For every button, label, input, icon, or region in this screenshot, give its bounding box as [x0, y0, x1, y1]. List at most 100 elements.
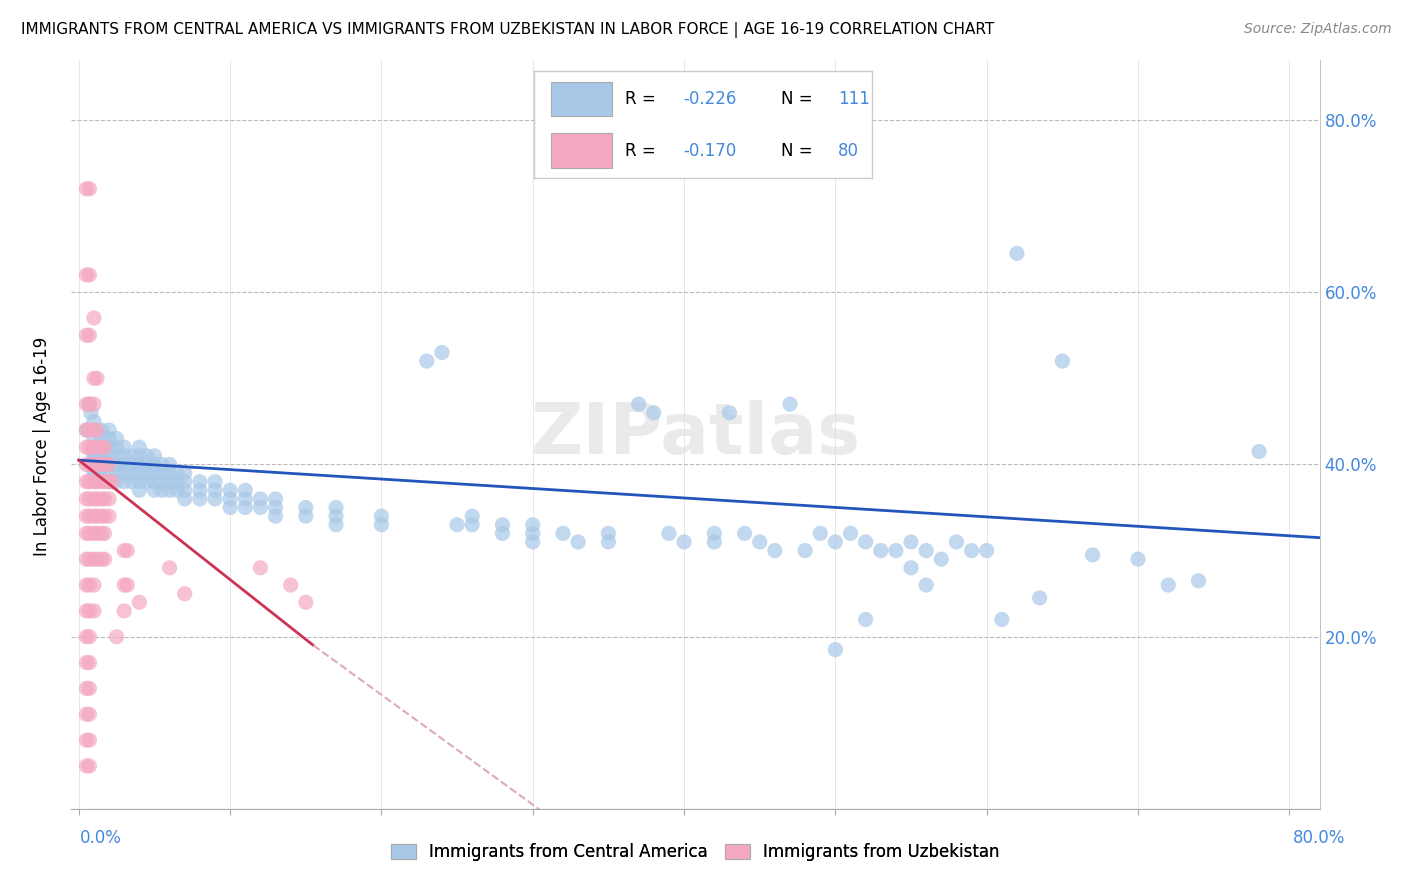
Point — [90, 526, 112, 541]
Point — [83, 578, 105, 592]
Point — [112, 458, 135, 472]
Point — [718, 406, 741, 420]
Point — [839, 526, 862, 541]
Point — [188, 483, 211, 498]
Point — [824, 535, 846, 549]
Point — [98, 466, 121, 480]
Point — [112, 543, 135, 558]
Point — [960, 543, 983, 558]
Point — [98, 458, 121, 472]
Point — [105, 630, 128, 644]
Point — [143, 475, 166, 489]
Point — [915, 578, 938, 592]
Legend: Immigrants from Central America, Immigrants from Uzbekistan: Immigrants from Central America, Immigra… — [384, 837, 1007, 868]
Point — [703, 535, 725, 549]
Point — [75, 707, 97, 722]
Point — [86, 371, 108, 385]
Point — [658, 526, 681, 541]
Point — [112, 440, 135, 454]
Point — [75, 656, 97, 670]
Point — [79, 397, 101, 411]
Point — [159, 458, 181, 472]
Point — [188, 491, 211, 506]
Point — [325, 517, 347, 532]
Point — [90, 552, 112, 566]
Point — [522, 535, 544, 549]
Point — [734, 526, 756, 541]
Point — [86, 475, 108, 489]
Point — [98, 449, 121, 463]
Point — [86, 423, 108, 437]
Point — [79, 182, 101, 196]
Point — [779, 397, 801, 411]
Text: -0.170: -0.170 — [683, 142, 735, 160]
Point — [900, 535, 922, 549]
Point — [90, 509, 112, 524]
Point — [173, 483, 195, 498]
Point — [1081, 548, 1104, 562]
Point — [143, 449, 166, 463]
Point — [991, 613, 1014, 627]
Point — [83, 526, 105, 541]
Point — [83, 440, 105, 454]
Point — [86, 440, 108, 454]
Point — [522, 517, 544, 532]
Point — [75, 423, 97, 437]
Point — [79, 759, 101, 773]
Point — [173, 466, 195, 480]
Point — [233, 500, 256, 515]
Point — [135, 458, 157, 472]
Point — [976, 543, 998, 558]
Point — [264, 509, 287, 524]
Point — [294, 595, 316, 609]
Point — [204, 491, 226, 506]
Point — [90, 440, 112, 454]
Point — [83, 371, 105, 385]
Point — [98, 440, 121, 454]
Point — [75, 182, 97, 196]
Point — [135, 466, 157, 480]
Point — [83, 432, 105, 446]
Point — [159, 466, 181, 480]
Point — [325, 509, 347, 524]
Point — [128, 475, 150, 489]
Point — [128, 449, 150, 463]
Point — [264, 491, 287, 506]
Point — [101, 475, 124, 489]
Point — [105, 449, 128, 463]
Point — [75, 526, 97, 541]
Point — [855, 613, 877, 627]
Point — [90, 449, 112, 463]
Point — [105, 440, 128, 454]
Point — [598, 526, 620, 541]
Point — [173, 475, 195, 489]
Point — [491, 517, 513, 532]
Point — [325, 500, 347, 515]
Point — [75, 458, 97, 472]
Point — [159, 561, 181, 575]
Point — [115, 578, 138, 592]
Point — [121, 449, 143, 463]
Point — [551, 526, 574, 541]
Point — [143, 466, 166, 480]
Point — [121, 475, 143, 489]
Point — [159, 483, 181, 498]
Point — [79, 526, 101, 541]
Point — [93, 458, 115, 472]
Point — [150, 466, 173, 480]
Point — [1005, 246, 1028, 260]
Point — [75, 440, 97, 454]
Point — [121, 458, 143, 472]
Text: 80.0%: 80.0% — [1292, 829, 1346, 847]
Point — [90, 491, 112, 506]
Text: In Labor Force | Age 16-19: In Labor Force | Age 16-19 — [34, 336, 51, 556]
Point — [83, 397, 105, 411]
Point — [1126, 552, 1149, 566]
Point — [86, 552, 108, 566]
Point — [79, 440, 101, 454]
Point — [121, 466, 143, 480]
Point — [150, 475, 173, 489]
Point — [294, 500, 316, 515]
Point — [159, 475, 181, 489]
Point — [90, 458, 112, 472]
